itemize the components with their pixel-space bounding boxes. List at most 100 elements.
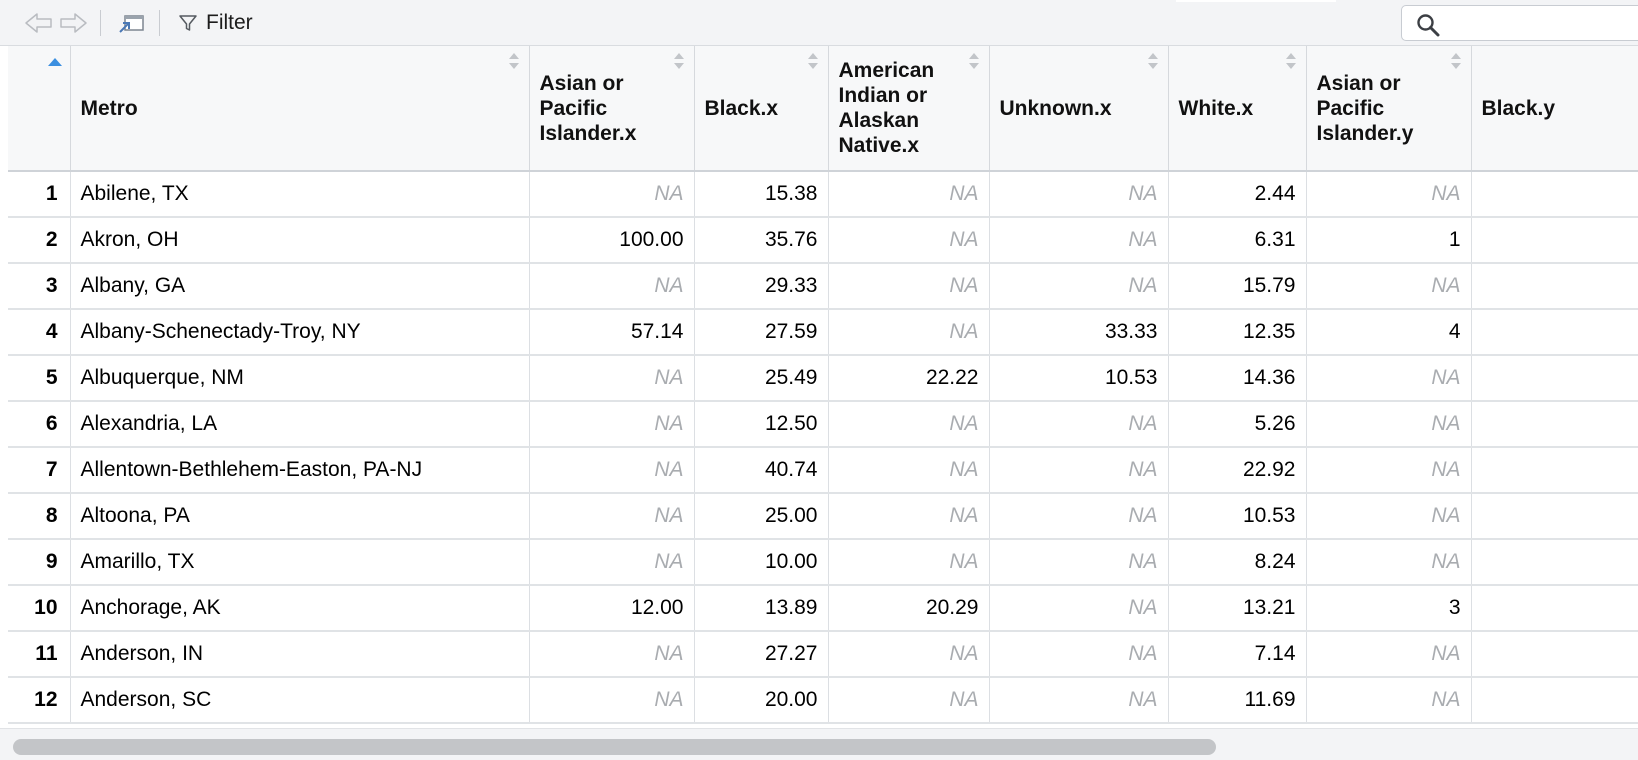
cell-asian-pacific-y: NA <box>1306 263 1472 310</box>
cell-american-indian-x: NA <box>828 401 990 448</box>
cell-white-x: 6.31 <box>1168 217 1307 264</box>
cell-metro: Anderson, SC <box>70 677 530 724</box>
table-row: 10 Anchorage, AK 12.00 13.89 20.29 NA 13.21 3 <box>8 585 1638 632</box>
column-header-metro[interactable]: Metro <box>70 46 530 172</box>
cell-rownum: 7 <box>8 447 71 494</box>
sort-icon <box>1147 53 1158 69</box>
cell-white-x: 7.14 <box>1168 631 1307 678</box>
forward-button[interactable] <box>56 8 90 38</box>
cell-rownum: 1 <box>8 171 71 218</box>
cell-american-indian-x: NA <box>828 447 990 494</box>
sort-icon <box>1450 53 1461 69</box>
cell-metro: Abilene, TX <box>70 171 530 218</box>
cell-asian-pacific-y: NA <box>1306 631 1472 678</box>
column-header-american-indian-x[interactable]: American Indian or Alaskan Native.x <box>828 46 990 172</box>
toolbar-left-group: Filter <box>22 8 253 38</box>
column-header-black-x[interactable]: Black.x <box>694 46 829 172</box>
column-header-unknown-x[interactable]: Unknown.x <box>989 46 1169 172</box>
popout-button[interactable] <box>115 8 149 38</box>
column-header-rownum[interactable] <box>8 46 71 172</box>
cell-unknown-x: NA <box>989 401 1169 448</box>
cell-asian-pacific-x: 57.14 <box>529 309 695 356</box>
cell-metro: Albuquerque, NM <box>70 355 530 402</box>
cell-white-x: 13.21 <box>1168 585 1307 632</box>
cell-black-y <box>1471 263 1638 310</box>
cell-asian-pacific-y: NA <box>1306 539 1472 586</box>
filter-button[interactable]: Filter <box>178 11 253 35</box>
cell-asian-pacific-x: NA <box>529 539 695 586</box>
cell-black-x: 35.76 <box>694 217 829 264</box>
sort-icon <box>673 53 684 69</box>
cell-unknown-x: NA <box>989 217 1169 264</box>
cell-american-indian-x: NA <box>828 263 990 310</box>
cell-asian-pacific-x: 12.00 <box>529 585 695 632</box>
cell-black-y <box>1471 631 1638 678</box>
data-table: Metro Asian or Pacific Islander.x Black.… <box>8 46 1638 724</box>
column-header-asian-pacific-x[interactable]: Asian or Pacific Islander.x <box>529 46 695 172</box>
sort-ascending-icon <box>48 58 62 66</box>
header-row: Metro Asian or Pacific Islander.x Black.… <box>8 46 1638 172</box>
cell-asian-pacific-y: NA <box>1306 493 1472 540</box>
cell-black-x: 10.00 <box>694 539 829 586</box>
cell-metro: Anchorage, AK <box>70 585 530 632</box>
cell-asian-pacific-y: 1 <box>1306 217 1472 264</box>
cell-white-x: 8.24 <box>1168 539 1307 586</box>
cell-metro: Altoona, PA <box>70 493 530 540</box>
back-button[interactable] <box>22 8 56 38</box>
table-row: 9 Amarillo, TX NA 10.00 NA NA 8.24 NA <box>8 539 1638 586</box>
data-grid: Metro Asian or Pacific Islander.x Black.… <box>8 46 1638 728</box>
cell-black-y <box>1471 309 1638 356</box>
table-row: 2 Akron, OH 100.00 35.76 NA NA 6.31 1 <box>8 217 1638 264</box>
cell-white-x: 2.44 <box>1168 171 1307 218</box>
column-header-white-x[interactable]: White.x <box>1168 46 1307 172</box>
cell-black-y <box>1471 677 1638 724</box>
magnifier-icon <box>1417 14 1440 37</box>
cell-metro: Anderson, IN <box>70 631 530 678</box>
sort-icon <box>968 53 979 69</box>
cell-rownum: 8 <box>8 493 71 540</box>
cell-american-indian-x: NA <box>828 217 990 264</box>
cell-rownum: 12 <box>8 677 71 724</box>
cell-black-y <box>1471 493 1638 540</box>
cell-black-y <box>1471 171 1638 218</box>
cell-asian-pacific-y: 3 <box>1306 585 1472 632</box>
cell-unknown-x: 33.33 <box>989 309 1169 356</box>
cell-white-x: 12.35 <box>1168 309 1307 356</box>
cell-black-x: 20.00 <box>694 677 829 724</box>
cell-asian-pacific-x: 100.00 <box>529 217 695 264</box>
cell-white-x: 11.69 <box>1168 677 1307 724</box>
cell-asian-pacific-x: NA <box>529 355 695 402</box>
cell-white-x: 14.36 <box>1168 355 1307 402</box>
cell-unknown-x: NA <box>989 677 1169 724</box>
column-header-asian-pacific-y[interactable]: Asian or Pacific Islander.y <box>1306 46 1472 172</box>
cell-rownum: 2 <box>8 217 71 264</box>
cell-asian-pacific-x: NA <box>529 493 695 540</box>
cell-black-x: 29.33 <box>694 263 829 310</box>
cell-white-x: 5.26 <box>1168 401 1307 448</box>
cell-rownum: 3 <box>8 263 71 310</box>
table-row: 3 Albany, GA NA 29.33 NA NA 15.79 NA <box>8 263 1638 310</box>
search-input[interactable] <box>1446 10 1636 36</box>
cell-black-x: 40.74 <box>694 447 829 494</box>
sort-icon <box>508 53 519 69</box>
cell-black-x: 27.27 <box>694 631 829 678</box>
cell-american-indian-x: NA <box>828 631 990 678</box>
table-row: 11 Anderson, IN NA 27.27 NA NA 7.14 NA <box>8 631 1638 678</box>
cell-unknown-x: 10.53 <box>989 355 1169 402</box>
cell-rownum: 4 <box>8 309 71 356</box>
column-header-black-y[interactable]: Black.y <box>1471 46 1638 172</box>
toolbar-separator <box>159 10 160 36</box>
funnel-icon <box>179 15 197 31</box>
scrollbar-thumb[interactable] <box>13 739 1216 755</box>
horizontal-scrollbar[interactable] <box>0 728 1638 760</box>
cell-black-y <box>1471 217 1638 264</box>
cell-rownum: 6 <box>8 401 71 448</box>
cell-black-x: 25.49 <box>694 355 829 402</box>
cell-black-y <box>1471 447 1638 494</box>
search-box[interactable] <box>1401 5 1638 41</box>
cell-unknown-x: NA <box>989 539 1169 586</box>
cell-black-y <box>1471 355 1638 402</box>
cell-unknown-x: NA <box>989 585 1169 632</box>
cell-asian-pacific-y: NA <box>1306 401 1472 448</box>
cell-metro: Allentown-Bethlehem-Easton, PA-NJ <box>70 447 530 494</box>
